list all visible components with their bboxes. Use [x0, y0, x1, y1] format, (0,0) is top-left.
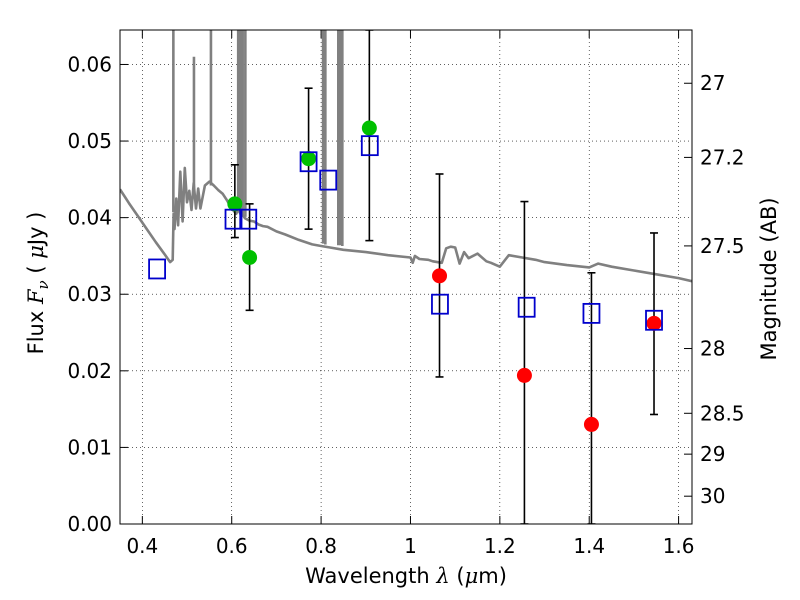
x-tick-label: 0.8: [305, 534, 337, 558]
y2-tick-label: 29: [700, 442, 725, 466]
model-photometry-square: [360, 135, 379, 157]
y-tick-label: 0.04: [67, 206, 112, 230]
y2-tick-label: 30: [700, 484, 725, 508]
observed-red-point: [432, 268, 448, 284]
y-tick-label: 0.05: [67, 129, 112, 153]
model-photometry-square: [431, 293, 449, 315]
y-tick-label: 0.03: [67, 282, 112, 306]
model-photometry-square: [239, 208, 258, 230]
observed-red-point: [646, 315, 662, 331]
tick-labels: 0.4 0.6 0.8 1 1.2 1.4 1.6 0.00 0.01 0.02 0.03 0.04 0…: [67, 52, 744, 558]
x-tick-label: 1.4: [573, 534, 605, 558]
observed-green-point: [301, 151, 317, 167]
model-sed-layer: [120, 30, 692, 283]
model-photometry-square: [148, 258, 166, 280]
x-tick-label: 1.2: [484, 534, 516, 558]
plot-frame: [119, 29, 693, 525]
y-tick-label: 0.01: [67, 435, 112, 459]
y2-tick-label: 28.5: [700, 401, 745, 425]
observed-green-point: [242, 249, 258, 265]
model-sed-line: [120, 166, 692, 283]
y-tick-label: 0.02: [67, 359, 112, 383]
model-photometry-square: [224, 208, 243, 230]
x-tick-label: 1.6: [663, 534, 695, 558]
y2-tick-label: 27.2: [700, 145, 745, 169]
y2-tick-label: 27.5: [700, 234, 745, 258]
y2-axis-label: Magnitude (AB): [757, 197, 781, 360]
y-tick-label: 0.06: [67, 52, 112, 76]
model-photometry-square: [645, 309, 663, 331]
y-axis-label: Flux Fν ( μJy ): [24, 212, 52, 355]
model-photometry-square: [299, 151, 318, 173]
y2-tick-label: 27: [700, 71, 725, 95]
grid-lines: [120, 30, 692, 525]
observed-red-point: [583, 416, 599, 432]
x-tick-label: 0.4: [126, 534, 158, 558]
model-photometry-square: [319, 169, 338, 191]
model-photometry-square: [517, 296, 536, 318]
observed-red-point: [516, 367, 532, 383]
x-axis-label: Wavelength λ (μm): [305, 564, 507, 588]
data-points-layer: [148, 120, 663, 432]
x-tick-label: 1: [404, 534, 417, 558]
observed-green-point: [227, 196, 243, 212]
y-tick-label: 0.00: [67, 512, 112, 536]
observed-green-point: [361, 120, 377, 136]
model-photometry-square: [582, 302, 601, 324]
y2-tick-label: 28: [700, 337, 725, 361]
tick-marks: [120, 30, 692, 525]
x-tick-label: 0.6: [216, 534, 248, 558]
error-bars-layer: [230, 30, 659, 524]
